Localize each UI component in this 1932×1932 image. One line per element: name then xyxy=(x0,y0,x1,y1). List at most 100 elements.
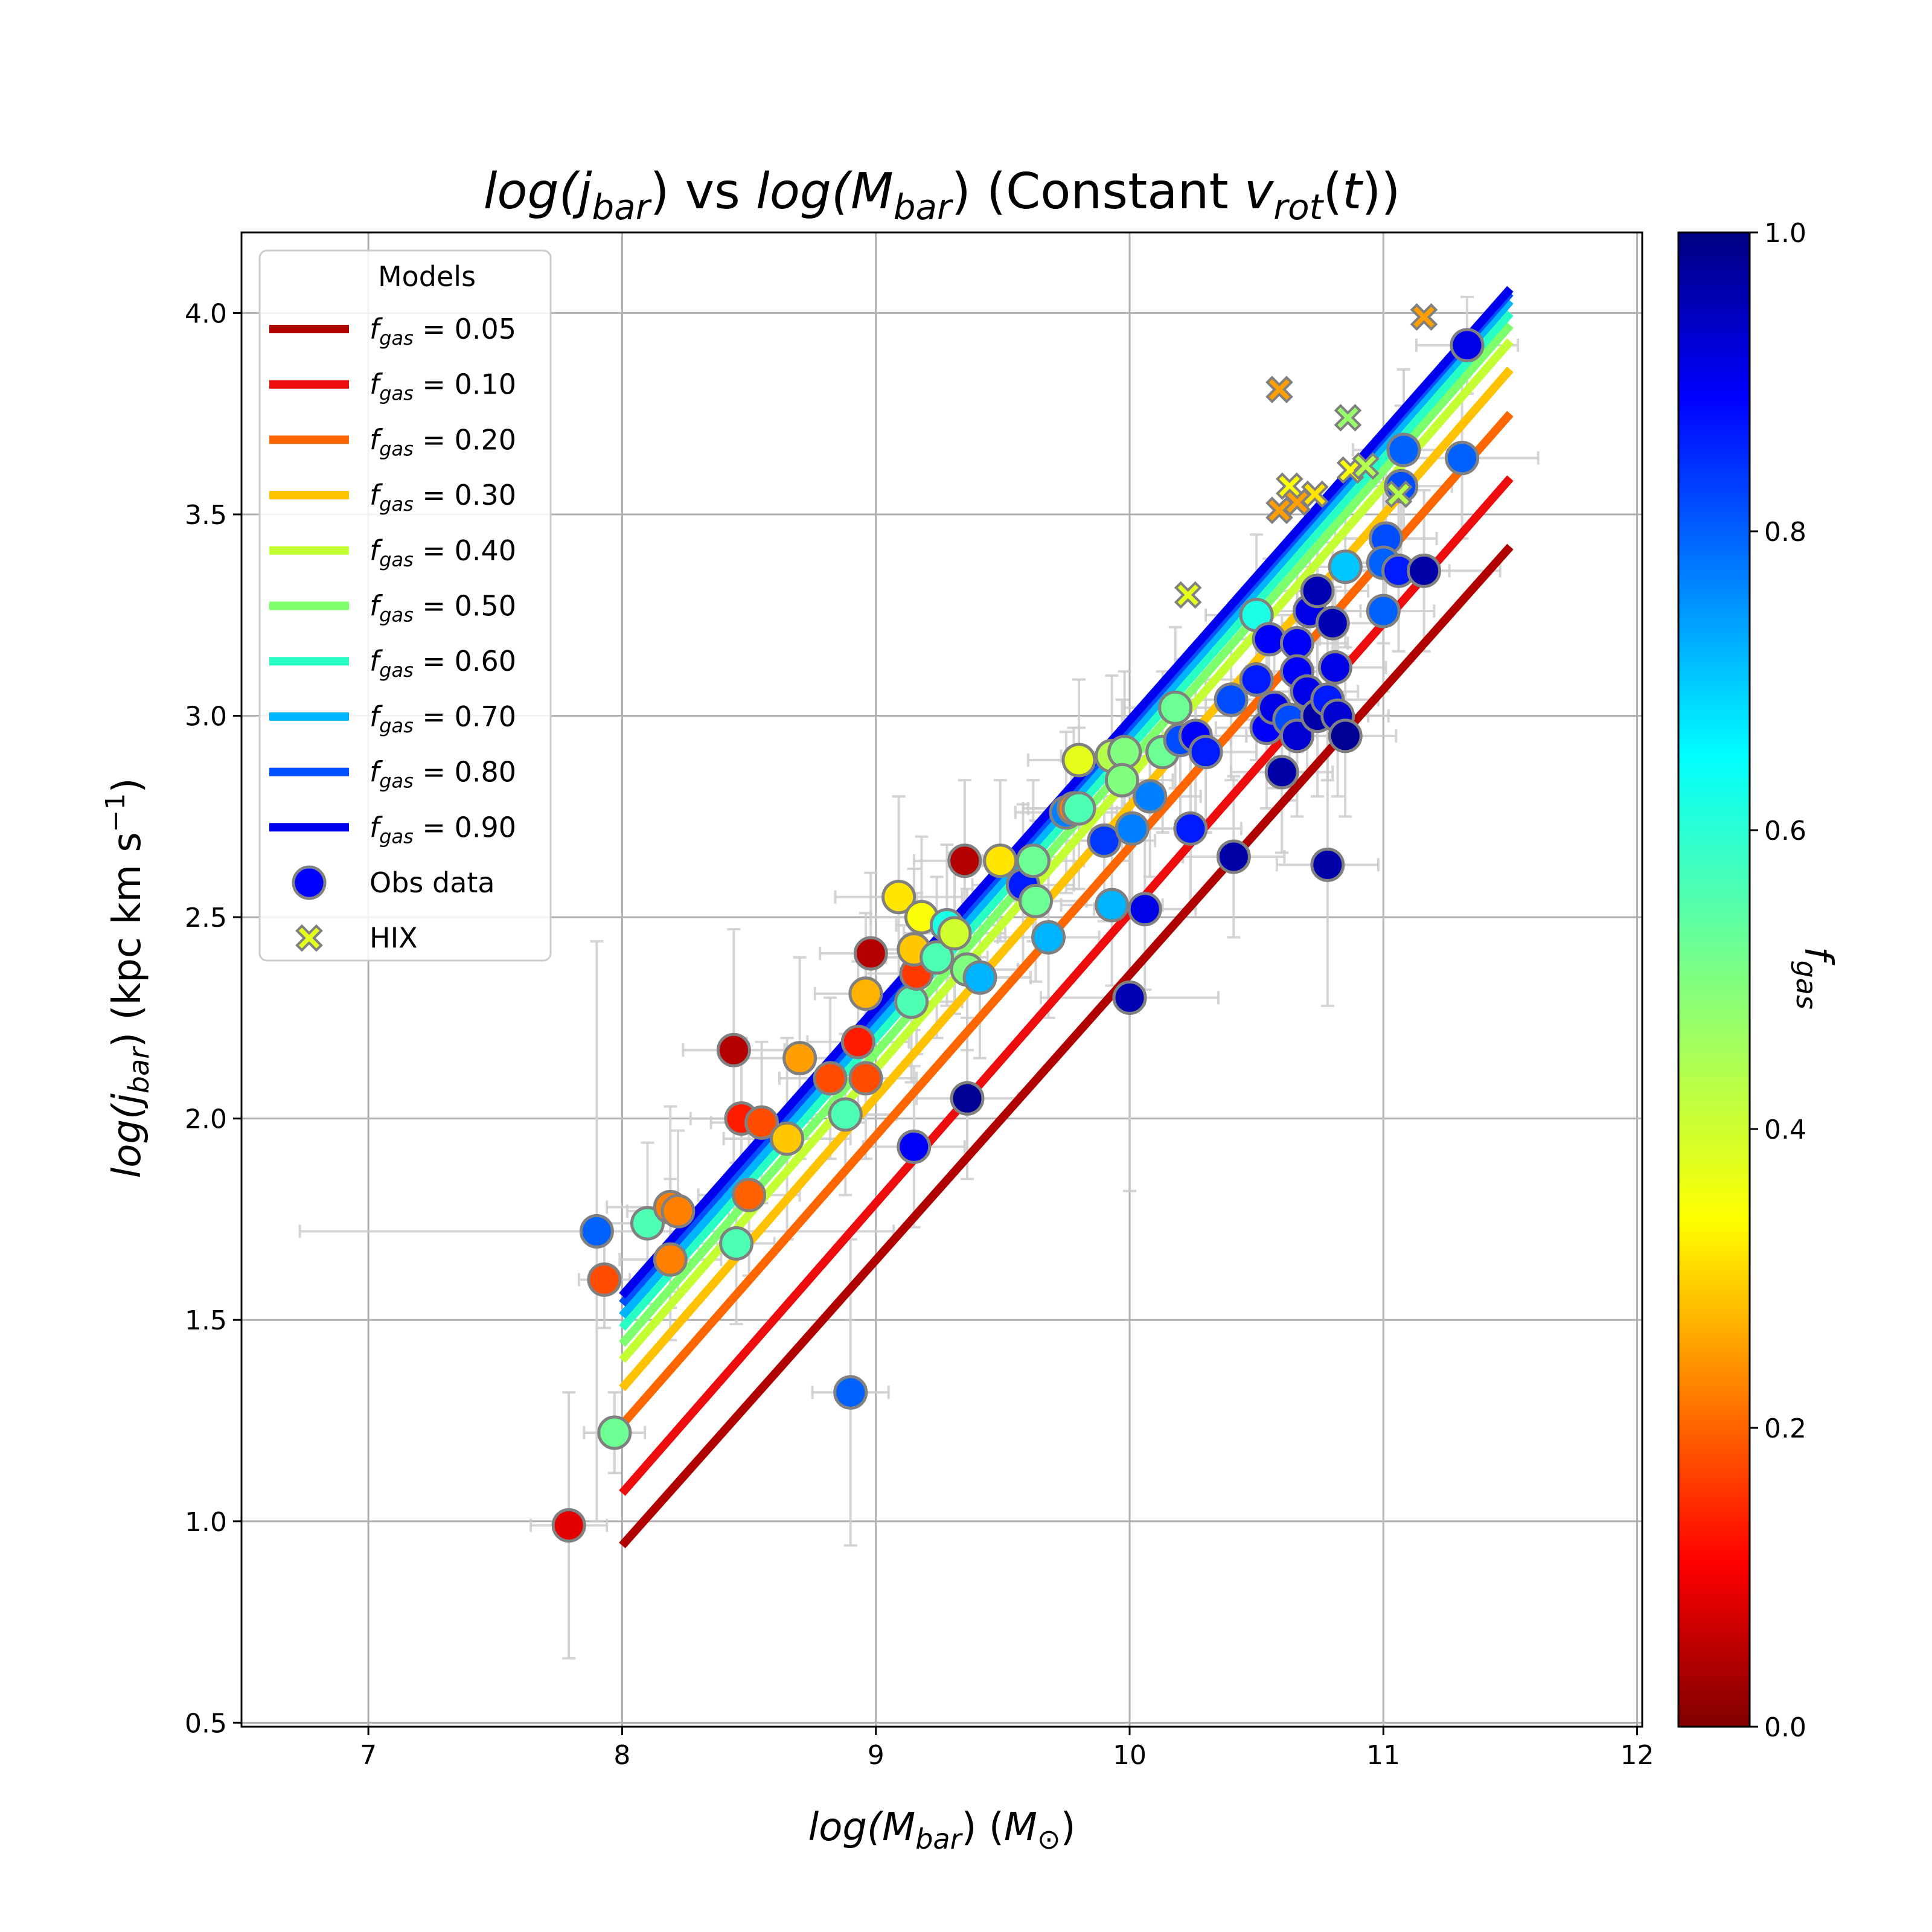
hix-marker xyxy=(1384,480,1413,508)
observation-point xyxy=(894,984,929,1019)
legend-hix-label: HIX xyxy=(369,922,418,955)
observation-point xyxy=(716,1032,751,1067)
title-part: M xyxy=(851,163,894,220)
observation-point xyxy=(744,1105,779,1140)
colorbar-gradient xyxy=(1677,231,1751,1728)
observation-point xyxy=(813,1061,848,1096)
legend-label: fgas = 0.30 xyxy=(369,479,516,516)
legend-subscript: gas xyxy=(379,382,414,405)
colorbar-ticks: 0.0 0.2 0.4 0.6 0.8 1.0 xyxy=(1750,218,1806,1743)
observation-point xyxy=(1239,662,1274,697)
x-tick-label: 7 xyxy=(360,1740,377,1771)
legend-value: 0.80 xyxy=(455,756,516,788)
hix-marker xyxy=(1265,376,1293,404)
observation-point xyxy=(1315,606,1350,641)
title-part: t xyxy=(1342,163,1363,220)
legend-equals: = xyxy=(414,313,455,345)
hix-marker xyxy=(1265,496,1293,525)
observation-point xyxy=(937,916,972,951)
legend-value: 0.60 xyxy=(455,645,516,677)
colorbar: 0.0 0.2 0.4 0.6 0.8 1.0 fgas xyxy=(1677,218,1840,1743)
title-part: ) (Constant xyxy=(952,163,1244,220)
y-axis-ticks: 0.5 1.0 1.5 2.0 2.5 3.0 3.5 4.0 xyxy=(185,298,242,1739)
observation-point xyxy=(719,1226,754,1261)
legend-hix-marker xyxy=(295,924,323,952)
observation-point xyxy=(1158,690,1193,725)
observation-point xyxy=(782,1041,817,1076)
colorbar-label: fgas xyxy=(1790,947,1840,1009)
legend-equals: = xyxy=(414,700,455,733)
title-part: v xyxy=(1244,163,1275,220)
legend-entries: fgas = 0.05 fgas = 0.10 fgas = 0.20 fgas = … xyxy=(269,313,516,955)
y-tick-label: 4.0 xyxy=(185,298,227,329)
observation-point xyxy=(1407,553,1442,588)
ylabel-part: bar xyxy=(123,1046,155,1093)
observation-point xyxy=(1328,549,1363,584)
ylabel-part: ) xyxy=(105,778,150,793)
observation-point xyxy=(579,1214,614,1249)
observation-point xyxy=(853,936,888,971)
legend-label: fgas = 0.10 xyxy=(369,368,516,405)
hix-points xyxy=(1174,303,1438,609)
legend-frame xyxy=(258,249,552,962)
observation-point xyxy=(1016,843,1051,878)
legend-equals: = xyxy=(414,756,455,788)
title-part: ) vs xyxy=(650,163,756,220)
xlabel-part: M xyxy=(882,1805,915,1850)
x-tick-label: 11 xyxy=(1366,1740,1400,1771)
title-part: log( xyxy=(756,163,852,220)
legend-value: 0.20 xyxy=(455,423,516,456)
legend-subscript: gas xyxy=(379,770,414,793)
legend-value: 0.30 xyxy=(455,479,516,511)
legend-subscript: gas xyxy=(379,825,414,848)
observation-point xyxy=(848,1061,883,1096)
legend-title: Models xyxy=(378,260,476,293)
observation-point xyxy=(1104,763,1139,798)
observation-point xyxy=(833,1375,868,1410)
observation-point xyxy=(1019,883,1054,918)
legend-value: 0.40 xyxy=(455,534,516,567)
chart-title: log(jbar) vs log(Mbar) (Constant vrot(t)… xyxy=(484,163,1401,228)
observation-point xyxy=(1366,593,1401,629)
colorbar-label-sub: gas xyxy=(1790,961,1823,1009)
observation-point xyxy=(897,1129,932,1164)
ylabel-part: s xyxy=(105,832,150,852)
legend-value: 0.90 xyxy=(455,811,516,843)
observation-point xyxy=(1328,718,1363,753)
observation-point xyxy=(962,960,997,995)
title-part: )) xyxy=(1361,163,1400,220)
observation-point xyxy=(653,1242,688,1277)
observation-point xyxy=(1386,432,1421,467)
legend-value: 0.50 xyxy=(455,590,516,622)
observation-point xyxy=(1133,779,1168,814)
y-tick-label: 0.5 xyxy=(185,1708,227,1739)
title-part: bar xyxy=(592,187,651,228)
model-line xyxy=(619,543,1514,1549)
observation-point xyxy=(1279,718,1314,753)
colorbar-tick-label: 0.4 xyxy=(1764,1115,1806,1145)
observation-point xyxy=(1216,839,1251,874)
ylabel-part: −1 xyxy=(100,793,131,832)
model-line xyxy=(619,322,1514,1347)
y-tick-label: 1.0 xyxy=(185,1507,227,1538)
legend-label: fgas = 0.70 xyxy=(369,700,516,737)
legend-subscript: gas xyxy=(379,659,414,682)
legend-equals: = xyxy=(414,645,455,677)
legend-label: fgas = 0.60 xyxy=(369,645,516,682)
hix-marker xyxy=(1174,581,1202,609)
observation-point xyxy=(1031,920,1066,955)
plot-frame xyxy=(240,231,1643,1728)
legend-label: fgas = 0.05 xyxy=(369,313,516,350)
observation-point xyxy=(983,843,1018,878)
x-tick-label: 12 xyxy=(1620,1740,1654,1771)
legend-value: 0.10 xyxy=(455,368,516,401)
legend-subscript: gas xyxy=(379,604,414,627)
legend-obs-marker xyxy=(292,865,327,900)
colorbar-tick-label: 0.6 xyxy=(1764,816,1806,846)
y-tick-label: 3.0 xyxy=(185,702,227,732)
observation-point xyxy=(1264,755,1299,790)
y-tick-label: 2.5 xyxy=(185,903,227,933)
legend-equals: = xyxy=(414,423,455,456)
observation-point xyxy=(828,1097,863,1132)
